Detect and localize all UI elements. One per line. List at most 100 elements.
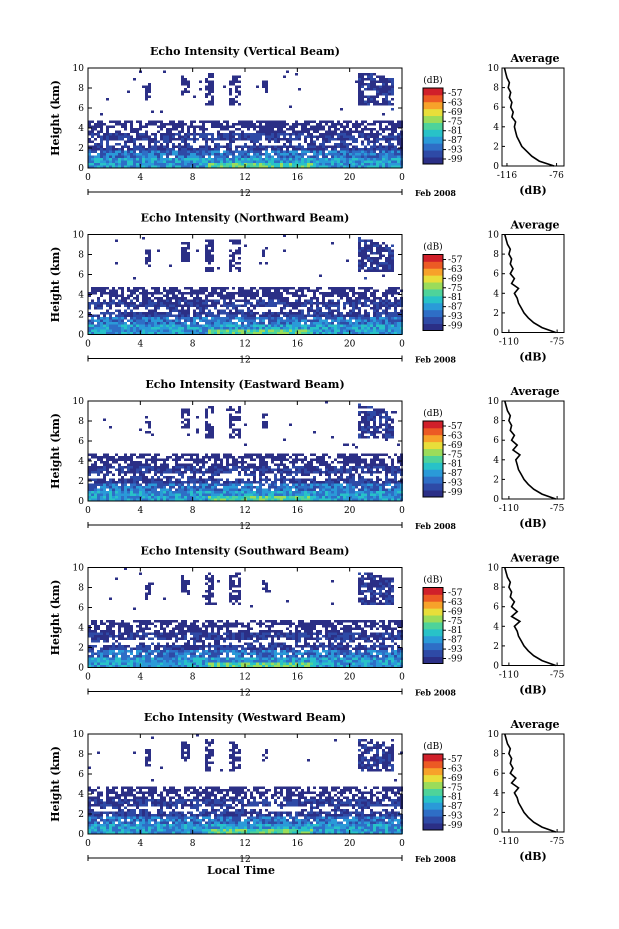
heatmap-cell xyxy=(154,155,157,158)
heatmap-cell xyxy=(100,155,103,158)
heatmap-cell xyxy=(136,478,139,481)
heatmap-cell xyxy=(121,324,124,327)
heatmap-cell xyxy=(283,297,286,300)
heatmap-cell xyxy=(334,143,337,146)
heatmap-cell xyxy=(391,103,394,106)
colorbar-swatch xyxy=(423,101,443,110)
heatmap-cell xyxy=(199,135,202,138)
heatmap-cell xyxy=(280,120,283,123)
heatmap-cell xyxy=(373,309,376,312)
heatmap-cell xyxy=(157,150,160,153)
heatmap-cell xyxy=(268,294,271,297)
heatmap-cell xyxy=(373,304,376,307)
heatmap-cell xyxy=(382,312,385,315)
heatmap-cell xyxy=(334,155,337,158)
heatmap-cell xyxy=(220,498,223,501)
heatmap-cell xyxy=(202,145,205,148)
heatmap-cell xyxy=(205,128,208,131)
heatmap-cell xyxy=(175,463,178,466)
heatmap-cell xyxy=(277,324,280,327)
heatmap-cell xyxy=(139,287,142,290)
heatmap-cell xyxy=(205,486,208,489)
heatmap-cell xyxy=(166,299,169,302)
heatmap-cell xyxy=(223,498,226,501)
heatmap-cell xyxy=(133,158,136,161)
heatmap-cell xyxy=(313,143,316,146)
heatmap-cell xyxy=(115,493,118,496)
heatmap-cell xyxy=(196,148,199,151)
heatmap-cell xyxy=(106,135,109,138)
heatmap-cell xyxy=(139,135,142,138)
heatmap-cell xyxy=(376,140,379,143)
heatmap-cell xyxy=(385,148,388,151)
heatmap-cell xyxy=(331,125,334,128)
heatmap-cell xyxy=(304,165,307,168)
heatmap-cell xyxy=(178,145,181,148)
heatmap-cell xyxy=(349,120,352,123)
heatmap-cell xyxy=(250,493,253,496)
heatmap-cell xyxy=(253,312,256,315)
heatmap-cell xyxy=(220,491,223,494)
heatmap-cell xyxy=(184,314,187,317)
heatmap-cell xyxy=(136,493,139,496)
heatmap-cell xyxy=(298,299,301,302)
heatmap-cell xyxy=(208,498,211,501)
heatmap-cell xyxy=(253,478,256,481)
heatmap-cell xyxy=(295,319,298,322)
heatmap-cell xyxy=(274,160,277,163)
heatmap-cell xyxy=(385,158,388,161)
heatmap-cell xyxy=(130,314,133,317)
heatmap-cell xyxy=(118,493,121,496)
heatmap-cell xyxy=(286,498,289,501)
heatmap-cell xyxy=(103,319,106,322)
heatmap-cell xyxy=(142,486,145,489)
heatmap-cell xyxy=(106,302,109,305)
heatmap-cell xyxy=(358,125,361,128)
heatmap-cell xyxy=(229,463,232,466)
heatmap-cell xyxy=(166,324,169,327)
heatmap-cell xyxy=(244,160,247,163)
heatmap-cell xyxy=(295,125,298,128)
heatmap-cell xyxy=(112,148,115,151)
heatmap-cell xyxy=(229,406,232,409)
heatmap-cell xyxy=(184,140,187,143)
heatmap-cell xyxy=(154,133,157,136)
heatmap-cell xyxy=(352,327,355,330)
heatmap-cell xyxy=(235,463,238,466)
heatmap-cell xyxy=(193,481,196,484)
heatmap-cell xyxy=(229,416,232,419)
heatmap-cell xyxy=(199,471,202,474)
heatmap-cell xyxy=(370,78,373,81)
heatmap-cell xyxy=(379,150,382,153)
heatmap-cell xyxy=(304,128,307,131)
heatmap-cell xyxy=(241,488,244,491)
heatmap-cell xyxy=(244,324,247,327)
heatmap-cell xyxy=(124,304,127,307)
heatmap-cell xyxy=(370,85,373,88)
heatmap-cell xyxy=(88,123,91,126)
heatmap-cell xyxy=(121,458,124,461)
heatmap-cell xyxy=(238,327,241,330)
heatmap-cell xyxy=(121,319,124,322)
heatmap-cell xyxy=(211,428,214,431)
heatmap-cell xyxy=(208,488,211,491)
heatmap-cell xyxy=(163,486,166,489)
heatmap-cell xyxy=(343,324,346,327)
heatmap-cell xyxy=(103,473,106,476)
heatmap-cell xyxy=(118,150,121,153)
heatmap-cell xyxy=(133,319,136,322)
heatmap-cell xyxy=(358,83,361,86)
heatmap-cell xyxy=(316,163,319,166)
heatmap-cell xyxy=(271,292,274,295)
heatmap-cell xyxy=(388,90,391,93)
heatmap-cell xyxy=(202,155,205,158)
heatmap-cell xyxy=(253,463,256,466)
heatmap-cell xyxy=(262,471,265,474)
heatmap-cell xyxy=(349,309,352,312)
heatmap-cell xyxy=(184,83,187,86)
heatmap-cell xyxy=(367,95,370,98)
heatmap-cell xyxy=(226,302,229,305)
heatmap-cell xyxy=(148,85,151,88)
heatmap-cell xyxy=(295,165,298,168)
heatmap-cell xyxy=(139,478,142,481)
